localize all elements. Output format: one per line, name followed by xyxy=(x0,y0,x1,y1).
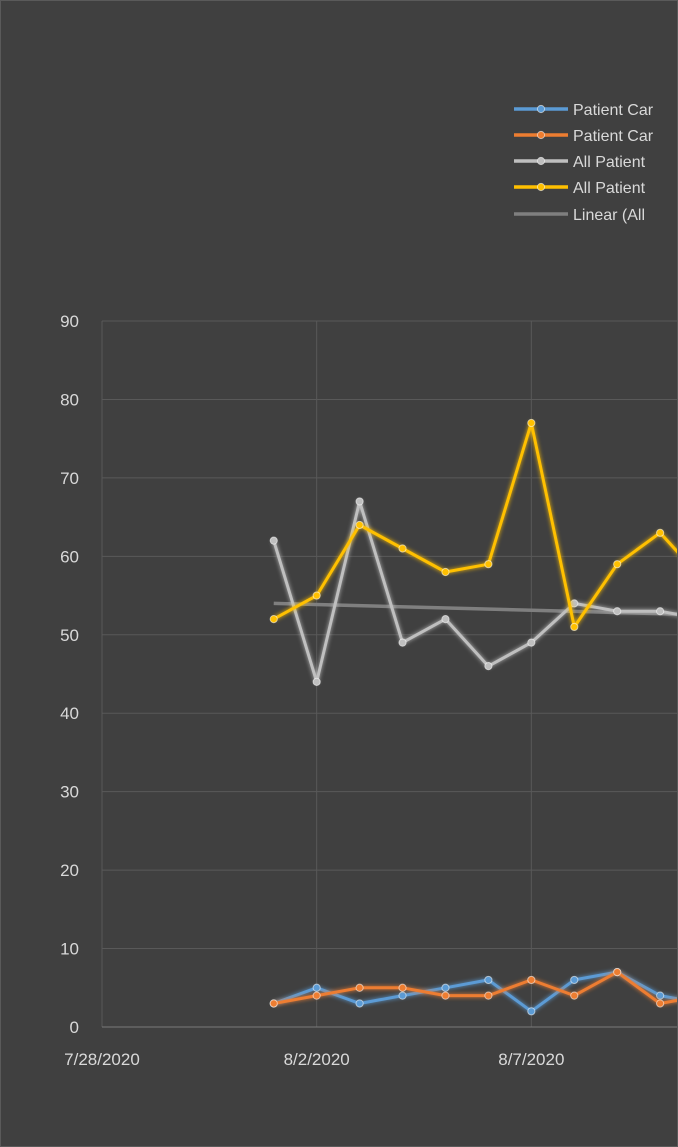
data-point xyxy=(269,614,278,624)
data-point xyxy=(570,975,579,985)
legend-entry: All Patient xyxy=(514,180,646,197)
x-tick-label: 8/7/2020 xyxy=(498,1050,564,1069)
legend-marker xyxy=(536,182,546,192)
data-point xyxy=(570,991,579,1000)
data-point xyxy=(269,536,278,545)
series-1 xyxy=(269,967,677,1008)
legend-marker xyxy=(536,130,546,140)
series-line xyxy=(273,970,677,1005)
data-point xyxy=(656,607,665,616)
data-point xyxy=(398,638,407,647)
data-point xyxy=(441,614,450,624)
y-tick-label: 40 xyxy=(60,704,79,723)
data-point xyxy=(484,662,493,671)
data-point xyxy=(484,991,493,1000)
legend-label: Patient Car xyxy=(573,128,654,145)
data-point xyxy=(656,528,665,537)
legend-entry: Patient Car xyxy=(514,102,654,119)
x-tick-label: 7/28/2020 xyxy=(64,1050,140,1069)
data-point xyxy=(484,975,493,985)
data-point xyxy=(269,999,278,1008)
data-point xyxy=(355,497,364,506)
data-point xyxy=(398,983,407,992)
gridlines xyxy=(101,320,677,1028)
legend-entry: Linear (All xyxy=(514,207,645,224)
data-point xyxy=(613,607,622,616)
y-tick-label: 60 xyxy=(60,547,79,566)
legend-label: Linear (All xyxy=(573,207,645,224)
data-point xyxy=(355,999,364,1008)
legend-marker xyxy=(536,156,546,166)
data-point xyxy=(656,999,665,1008)
data-point xyxy=(570,599,579,608)
data-point xyxy=(527,975,536,985)
legend-entry: All Patient xyxy=(514,154,646,171)
data-point xyxy=(527,418,536,428)
data-point xyxy=(398,544,407,553)
data-point xyxy=(355,520,364,530)
legend-marker xyxy=(536,104,546,114)
data-point xyxy=(312,983,321,992)
y-tick-label: 30 xyxy=(60,783,79,802)
y-tick-label: 50 xyxy=(60,626,79,645)
legend-label: Patient Car xyxy=(573,102,654,119)
legend: Patient Car Patient Car All Patient All Pat… xyxy=(514,102,654,224)
data-point xyxy=(613,967,622,977)
data-point xyxy=(613,560,622,569)
series-line xyxy=(273,970,677,1013)
data-point xyxy=(312,677,321,686)
data-point xyxy=(484,560,493,569)
data-point xyxy=(527,1007,536,1016)
legend-entry: Patient Car xyxy=(514,128,654,145)
legend-label: All Patient xyxy=(573,180,646,197)
data-point xyxy=(312,591,321,600)
series-line xyxy=(272,421,677,629)
data-point xyxy=(441,567,450,577)
data-point xyxy=(441,983,450,992)
series-2 xyxy=(269,497,677,686)
data-point xyxy=(355,983,364,992)
data-point xyxy=(441,991,450,1000)
data-point xyxy=(398,991,407,1000)
axes: 0 10 20 30 40 50 60 70 80 90 7/28/2020 8/2/2020 8/7/… xyxy=(60,312,677,1069)
series-line xyxy=(272,499,677,684)
data-point xyxy=(656,991,665,1000)
data-point xyxy=(527,638,536,647)
y-tick-label: 70 xyxy=(60,469,79,488)
series-layer xyxy=(269,418,677,1016)
y-tick-label: 10 xyxy=(60,940,79,959)
y-tick-label: 90 xyxy=(60,312,79,331)
series-3 xyxy=(269,418,677,632)
y-tick-label: 80 xyxy=(60,390,79,409)
data-point xyxy=(312,991,321,1000)
data-point xyxy=(570,622,579,632)
legend-label: All Patient xyxy=(573,154,646,171)
x-tick-label: 8/2/2020 xyxy=(284,1050,350,1069)
y-tick-label: 20 xyxy=(60,861,79,880)
y-tick-label: 0 xyxy=(70,1018,79,1037)
